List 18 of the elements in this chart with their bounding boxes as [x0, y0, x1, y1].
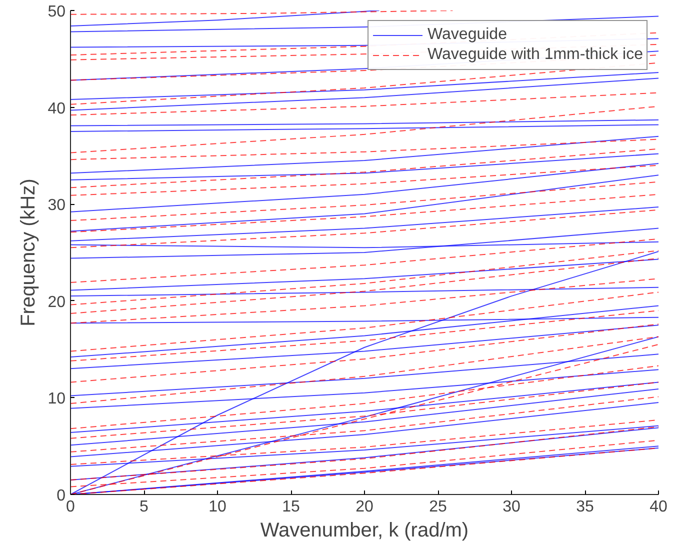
x-tick-label: 20	[356, 498, 374, 516]
x-tick-label: 35	[576, 498, 594, 516]
x-tick-label: 15	[282, 498, 300, 516]
y-tick-label: 0	[56, 488, 66, 504]
y-axis-title: Frequency (kHz)	[18, 178, 40, 326]
x-tick-label: 40	[650, 498, 668, 516]
legend-label: Waveguide with 1mm-thick ice	[428, 46, 643, 64]
x-tick-label: 10	[208, 498, 226, 516]
x-tick-label: 5	[140, 498, 149, 516]
x-tick-label: 25	[429, 498, 447, 516]
y-tick-label: 20	[48, 294, 66, 311]
legend-label: Waveguide	[428, 26, 507, 44]
y-tick-label: 50	[48, 4, 66, 20]
y-tick-label: 40	[48, 100, 66, 118]
y-tick-label: 30	[48, 197, 66, 214]
x-axis-title: Wavenumber, k (rad/m)	[260, 520, 469, 542]
y-tick-label: 10	[48, 390, 66, 408]
x-tick-label: 30	[502, 498, 520, 516]
